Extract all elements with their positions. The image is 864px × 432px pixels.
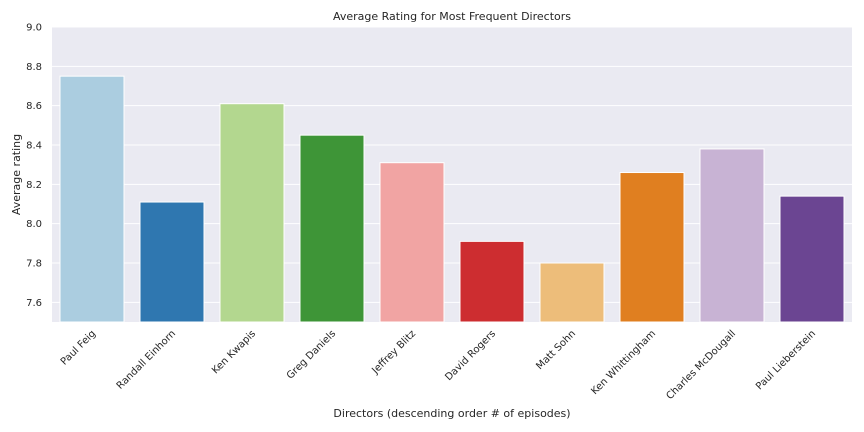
x-tick-label: Matt Sohn <box>534 328 578 372</box>
x-tick-label: Greg Daniels <box>285 328 338 381</box>
x-tick-label: Charles McDougall <box>664 328 738 402</box>
bar-charles-mcdougall <box>699 148 765 323</box>
x-tick-label: Ken Kwapis <box>210 328 258 376</box>
bar-ken-kwapis <box>219 103 285 323</box>
x-tick-label: Ken Whittingham <box>589 328 658 397</box>
y-tick-label: 9.0 <box>26 23 42 34</box>
y-axis-title: Average rating <box>10 134 23 215</box>
x-tick-label: Paul Feig <box>59 328 98 367</box>
bar-matt-sohn <box>539 262 605 323</box>
y-tick-label: 8.4 <box>26 141 42 152</box>
x-tick-label: Randall Einhorn <box>115 328 178 391</box>
chart-title: Average Rating for Most Frequent Directo… <box>333 10 571 23</box>
bar-jeffrey-blitz <box>379 162 445 323</box>
y-tick-label: 7.6 <box>26 298 42 309</box>
y-tick-label: 7.8 <box>26 259 42 270</box>
y-tick-label: 8.0 <box>26 219 42 230</box>
bar-randall-einhorn <box>139 201 205 323</box>
bars <box>59 75 845 323</box>
x-tick-label: Jeffrey Blitz <box>370 328 419 377</box>
y-tick-label: 8.2 <box>26 180 42 191</box>
bar-ken-whittingham <box>619 172 685 323</box>
x-tick-label: Paul Lieberstein <box>754 328 818 392</box>
bar-greg-daniels <box>299 134 365 323</box>
y-tick-label: 8.6 <box>26 101 42 112</box>
x-axis-title: Directors (descending order # of episode… <box>333 407 570 420</box>
bar-david-rogers <box>459 240 525 323</box>
y-tick-label: 8.8 <box>26 62 42 73</box>
bar-paul-lieberstein <box>779 195 845 323</box>
x-tick-labels: Paul Feig Randall Einhorn Ken Kwapis Greg D… <box>59 328 818 402</box>
y-tick-labels: 7.6 7.8 8.0 8.2 8.4 8.6 8.8 9.0 <box>26 23 42 309</box>
bar-paul-feig <box>59 75 125 323</box>
x-tick-label: David Rogers <box>443 328 498 383</box>
